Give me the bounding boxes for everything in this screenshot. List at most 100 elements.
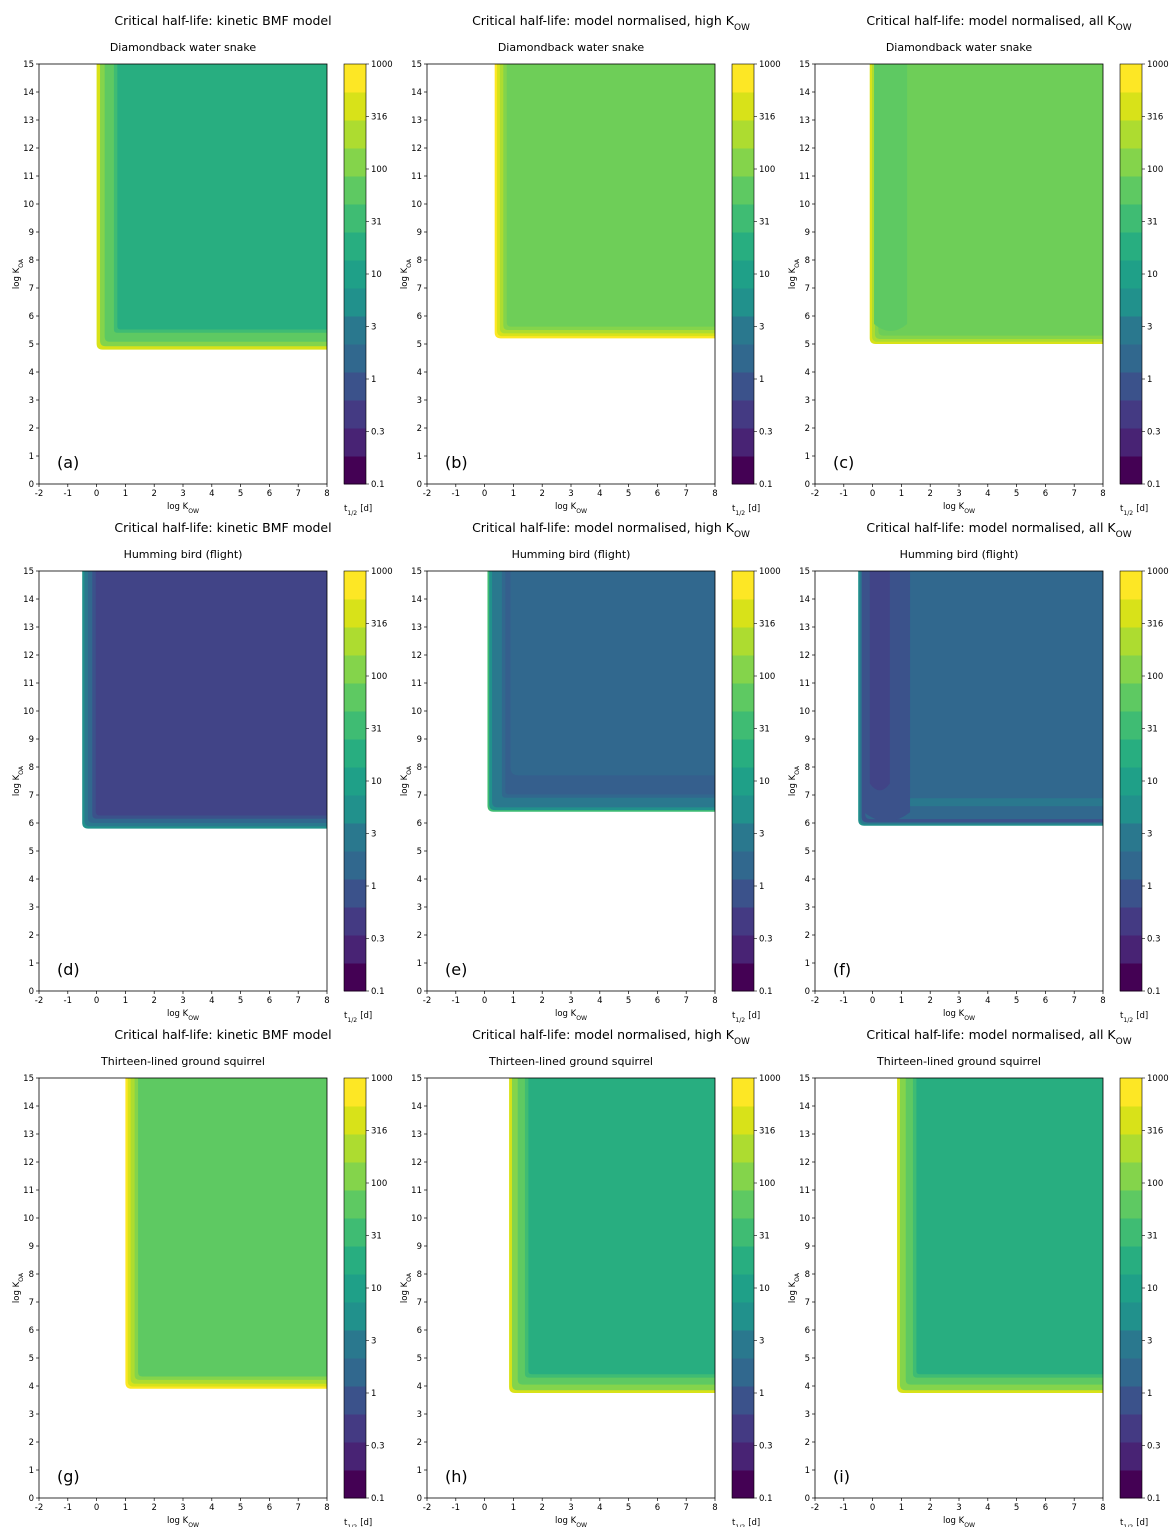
colorbar-segment xyxy=(1120,655,1142,684)
colorbar-segment xyxy=(1120,1442,1142,1471)
x-tick-label: 0 xyxy=(94,1503,99,1513)
colorbar-segment xyxy=(344,1470,366,1499)
x-tick-label: 2 xyxy=(927,1503,932,1513)
colorbar-tick-label: 0.3 xyxy=(759,935,773,945)
colorbar-tick-label: 100 xyxy=(1147,672,1163,682)
colorbar-tick-label: 1000 xyxy=(371,60,393,70)
colorbar-tick-label: 10 xyxy=(759,270,770,280)
y-tick-label: 7 xyxy=(29,1298,34,1308)
panel-e: Critical half-life: model normalised, hi… xyxy=(400,520,781,1024)
x-tick-label: 2 xyxy=(927,996,932,1006)
y-axis-label-group: log KOA xyxy=(788,1272,801,1303)
y-axis-label-sub: OA xyxy=(18,1272,25,1282)
y-tick-label: 1 xyxy=(29,1466,34,1476)
colorbar-tick-label: 100 xyxy=(1147,1179,1163,1189)
colorbar-segment xyxy=(1120,428,1142,457)
colorbar-tick-label: 316 xyxy=(759,1127,775,1137)
contour-fill xyxy=(916,1078,1103,1375)
colorbar-segment xyxy=(344,1302,366,1331)
colorbar-segment xyxy=(732,851,754,880)
y-tick-label: 3 xyxy=(417,396,422,406)
colorbar-segment xyxy=(344,456,366,485)
colorbar-segment xyxy=(344,767,366,796)
colorbar-tick-label: 10 xyxy=(759,1284,770,1294)
colorbar-tick-label: 0.1 xyxy=(1147,1494,1161,1504)
colorbar-segment xyxy=(1120,372,1142,401)
y-tick-label: 5 xyxy=(417,847,422,857)
contour-band xyxy=(910,798,1103,807)
colorbar-label-main: t xyxy=(732,504,736,514)
y-tick-label: 1 xyxy=(29,452,34,462)
colorbar-segment xyxy=(732,204,754,233)
x-tick-label: 2 xyxy=(539,1503,544,1513)
colorbar-label-sub: 1/2 xyxy=(1123,510,1133,517)
x-tick-label: 4 xyxy=(209,489,214,499)
panel-label: (a) xyxy=(57,453,79,472)
y-tick-label: 8 xyxy=(417,763,422,773)
colorbar-segment xyxy=(1120,1218,1142,1247)
x-tick-label: 1 xyxy=(511,1503,516,1513)
contour-band xyxy=(874,64,908,331)
y-tick-label: 14 xyxy=(23,1102,34,1112)
colorbar-tick-label: 316 xyxy=(1147,620,1163,630)
y-tick-label: 6 xyxy=(29,819,34,829)
x-tick-label: 2 xyxy=(539,489,544,499)
x-tick-label: -1 xyxy=(840,996,848,1006)
y-tick-label: 12 xyxy=(411,651,422,661)
x-tick-label: 5 xyxy=(1014,996,1019,1006)
colorbar-tick-label: 10 xyxy=(1147,270,1158,280)
x-tick-label: 0 xyxy=(482,1503,487,1513)
colorbar-segment xyxy=(344,344,366,373)
colorbar-segment xyxy=(1120,400,1142,429)
x-tick-label: -2 xyxy=(423,1503,431,1513)
colorbar-segment xyxy=(1120,627,1142,656)
x-tick-label: 0 xyxy=(870,1503,875,1513)
x-axis-label: log KOW xyxy=(167,502,199,515)
y-tick-label: 0 xyxy=(805,987,810,997)
panel-title: Critical half-life: model normalised, hi… xyxy=(472,1027,750,1047)
colorbar-segment xyxy=(1120,1078,1142,1107)
colorbar-segment xyxy=(732,1358,754,1387)
colorbar-tick-label: 100 xyxy=(1147,165,1163,175)
colorbar-tick-label: 316 xyxy=(759,620,775,630)
panel-g: Critical half-life: kinetic BMF model Thi… xyxy=(12,1027,393,1527)
y-tick-label: 5 xyxy=(805,340,810,350)
colorbar-segment xyxy=(344,400,366,429)
y-tick-label: 5 xyxy=(805,1354,810,1364)
colorbar-segment xyxy=(732,823,754,852)
colorbar-segment xyxy=(344,1190,366,1219)
y-tick-label: 10 xyxy=(411,1214,422,1224)
x-tick-label: 7 xyxy=(1071,489,1076,499)
colorbar-segment xyxy=(732,232,754,261)
panel-d: Critical half-life: kinetic BMF model Hum… xyxy=(12,520,393,1024)
panel-h: Critical half-life: model normalised, hi… xyxy=(400,1027,781,1527)
y-tick-label: 14 xyxy=(799,1102,810,1112)
colorbar-segment xyxy=(732,372,754,401)
x-tick-label: 6 xyxy=(1043,996,1048,1006)
colorbar-segment xyxy=(1120,1302,1142,1331)
colorbar-segment xyxy=(732,344,754,373)
colorbar-tick-label: 100 xyxy=(759,165,775,175)
colorbar-label: t1/2 [d] xyxy=(344,504,372,517)
y-tick-label: 3 xyxy=(29,396,34,406)
x-tick-label: 6 xyxy=(655,1503,660,1513)
x-tick-label: -1 xyxy=(452,489,460,499)
colorbar-segment xyxy=(344,1162,366,1191)
colorbar-segment xyxy=(1120,823,1142,852)
colorbar-tick-label: 3 xyxy=(371,830,376,840)
colorbar-label-unit: [d] xyxy=(748,1518,760,1527)
y-tick-label: 15 xyxy=(799,60,810,70)
colorbar-label-main: t xyxy=(344,1518,348,1527)
colorbar-segment xyxy=(732,599,754,628)
x-tick-label: 7 xyxy=(683,489,688,499)
y-tick-label: 4 xyxy=(805,368,810,378)
y-axis-label-main: log K xyxy=(788,774,798,796)
y-tick-label: 2 xyxy=(417,1438,422,1448)
colorbar-label-sub: 1/2 xyxy=(735,1017,745,1024)
colorbar-segment xyxy=(732,907,754,936)
x-tick-label: 1 xyxy=(899,996,904,1006)
colorbar-segment xyxy=(732,1330,754,1359)
y-tick-label: 11 xyxy=(23,1186,34,1196)
y-tick-label: 2 xyxy=(805,931,810,941)
y-axis-label-main: log K xyxy=(400,774,410,796)
